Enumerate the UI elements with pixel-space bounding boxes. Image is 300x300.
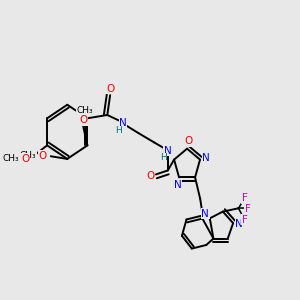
Text: F: F (242, 194, 247, 203)
Text: CH₃: CH₃ (2, 154, 19, 163)
Text: CH₃: CH₃ (76, 106, 93, 115)
Text: O: O (21, 154, 29, 164)
Text: N: N (174, 180, 182, 190)
Text: N: N (236, 219, 243, 229)
Text: O: O (79, 115, 87, 125)
Text: O: O (38, 151, 46, 160)
Text: O: O (184, 136, 193, 146)
Text: N: N (119, 118, 127, 128)
Text: N: N (201, 209, 209, 219)
Text: CH₃: CH₃ (20, 151, 36, 160)
Text: N: N (164, 146, 172, 156)
Text: F: F (244, 204, 250, 214)
Text: N: N (202, 153, 210, 163)
Text: H: H (160, 153, 166, 162)
Text: F: F (242, 215, 247, 225)
Text: H: H (115, 126, 122, 135)
Text: O: O (147, 171, 155, 181)
Text: O: O (107, 84, 115, 94)
